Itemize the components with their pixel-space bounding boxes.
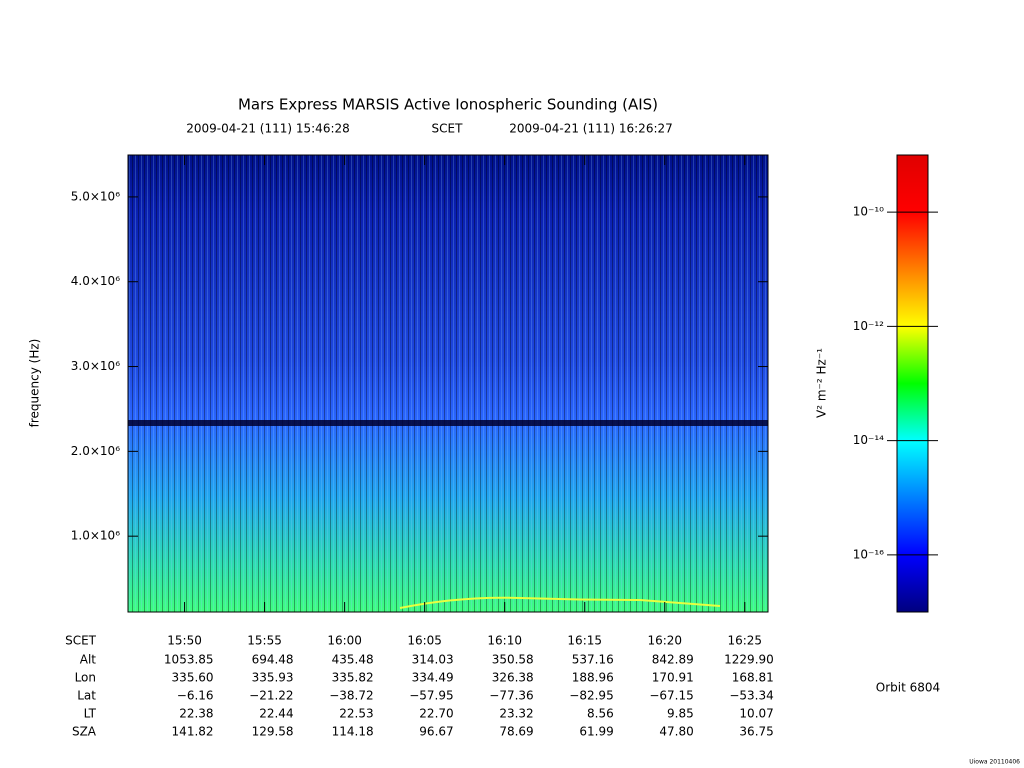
ephemeris-value: 22.38 (179, 707, 213, 721)
y-tick-label: 1.0×10⁶ (71, 529, 120, 543)
ephemeris-row-label: Lat (77, 689, 96, 703)
chart-title: Mars Express MARSIS Active Ionospheric S… (238, 96, 658, 114)
ephemeris-value: 435.48 (332, 653, 374, 667)
ephemeris-value: 1229.90 (724, 653, 774, 667)
x-tick-label: 15:55 (247, 634, 282, 648)
ephemeris-value: 350.58 (492, 653, 534, 667)
colorbar-label: V² m⁻² Hz⁻¹ (815, 348, 829, 418)
ephemeris-value: −6.16 (177, 689, 214, 703)
colorbar-tick-label: 10⁻¹⁴ (853, 433, 884, 447)
ephemeris-value: 141.82 (172, 725, 214, 739)
ephemeris-value: 114.18 (332, 725, 374, 739)
x-tick-label: 16:00 (327, 634, 362, 648)
ephemeris-value: −38.72 (329, 689, 373, 703)
time-system: SCET (432, 122, 464, 136)
ephemeris-value: 168.81 (732, 671, 774, 685)
time-end: 2009-04-21 (111) 16:26:27 (509, 122, 673, 136)
x-tick-label: 16:10 (487, 634, 522, 648)
y-tick-label: 4.0×10⁶ (71, 274, 120, 288)
ephemeris-value: −67.15 (649, 689, 693, 703)
ephemeris-value: −53.34 (729, 689, 773, 703)
ephemeris-value: −21.22 (249, 689, 293, 703)
ephemeris-value: 22.44 (259, 707, 293, 721)
ephemeris-value: 23.32 (499, 707, 533, 721)
ephemeris-value: 170.91 (652, 671, 694, 685)
ephemeris-value: 537.16 (572, 653, 614, 667)
time-start: 2009-04-21 (111) 15:46:28 (186, 122, 350, 136)
ephemeris-value: 326.38 (492, 671, 534, 685)
ephemeris-value: −77.36 (489, 689, 533, 703)
colorbar-tick-label: 10⁻¹⁶ (853, 547, 884, 561)
ephemeris-row-label: Alt (80, 653, 97, 667)
ephemeris-value: 22.70 (419, 707, 453, 721)
ephemeris-value: 47.80 (659, 725, 693, 739)
colorbar (896, 154, 929, 613)
ephemeris-value: −57.95 (409, 689, 453, 703)
x-tick-label: 16:25 (727, 634, 762, 648)
orbit-label: Orbit 6804 (876, 681, 940, 695)
ephemeris-value: 335.82 (332, 671, 374, 685)
colorbar-tick-label: 10⁻¹⁰ (853, 205, 884, 219)
y-tick-label: 5.0×10⁶ (71, 189, 120, 203)
ephemeris-value: 96.67 (419, 725, 453, 739)
ephemeris-value: 8.56 (587, 707, 614, 721)
ephemeris-value: 9.85 (667, 707, 694, 721)
ephemeris-value: −82.95 (569, 689, 613, 703)
ephemeris-value: 694.48 (252, 653, 294, 667)
ephemeris-value: 10.07 (739, 707, 773, 721)
spectrogram (128, 155, 768, 612)
ephemeris-value: 842.89 (652, 653, 694, 667)
y-tick-label: 2.0×10⁶ (71, 444, 120, 458)
ephemeris-value: 335.60 (172, 671, 214, 685)
ephemeris-value: 188.96 (572, 671, 614, 685)
ephemeris-value: 78.69 (499, 725, 533, 739)
x-tick-label: 16:15 (567, 634, 602, 648)
ephemeris-value: 61.99 (579, 725, 613, 739)
y-tick-label: 3.0×10⁶ (71, 359, 120, 373)
ephemeris-value: 314.03 (412, 653, 454, 667)
colorbar-tick-label: 10⁻¹² (853, 319, 884, 333)
x-tick-label: 16:20 (647, 634, 682, 648)
ephemeris-row-label: SZA (72, 725, 97, 739)
ephemeris-row-label: SCET (65, 634, 97, 648)
ephemeris-value: 22.53 (339, 707, 373, 721)
ephemeris-row-label: Lon (75, 671, 96, 685)
ephemeris-value: 1053.85 (164, 653, 214, 667)
ephemeris-row-label: LT (84, 707, 97, 721)
ephemeris-value: 335.93 (252, 671, 294, 685)
ephemeris-value: 36.75 (739, 725, 773, 739)
x-tick-label: 15:50 (167, 634, 202, 648)
ephemeris-value: 334.49 (412, 671, 454, 685)
credit: Uiowa 20110406 (969, 759, 1020, 766)
plot-frame (127, 154, 769, 613)
x-tick-label: 16:05 (407, 634, 442, 648)
ephemeris-value: 129.58 (252, 725, 294, 739)
y-axis-label: frequency (Hz) (28, 339, 42, 428)
